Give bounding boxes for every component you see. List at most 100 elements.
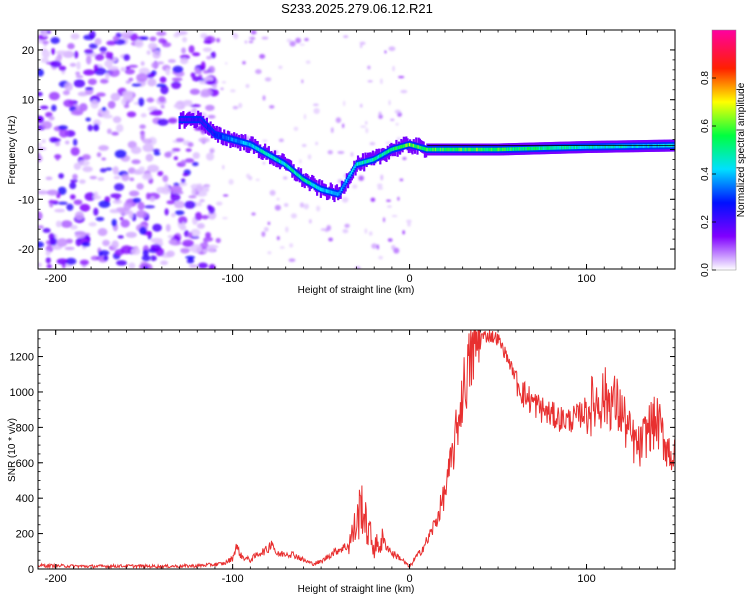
- heatmap-noise-cell: [250, 30, 257, 35]
- heatmap-ridge-cell: [290, 167, 293, 171]
- heatmap-ridge-cell: [353, 166, 356, 171]
- heatmap-noise-cell: [153, 151, 161, 156]
- heatmap-noise-cell: [288, 258, 296, 263]
- heatmap-ridge-cell: [323, 188, 326, 193]
- heatmap-ridge-cell: [597, 145, 600, 149]
- heatmap-ridge-cell: [288, 166, 291, 170]
- heatmap-noise-cell: [48, 91, 60, 101]
- heatmap-noise-cell: [151, 61, 160, 69]
- heatmap-noise-cell: [369, 231, 373, 236]
- heatmap-ridge-cell: [313, 183, 316, 188]
- heatmap-noise-cell: [269, 190, 276, 196]
- heatmap-ridge-cell: [327, 189, 330, 194]
- heatmap-noise-cell: [215, 237, 221, 244]
- heatmap-noise-cell: [207, 114, 216, 119]
- heatmap-noise-cell: [48, 200, 59, 204]
- heatmap-ridge-cell: [400, 145, 403, 149]
- heatmap-ridge-cell: [340, 187, 344, 192]
- heatmap-ridge-cell: [592, 145, 595, 149]
- heatmap-noise-cell: [304, 37, 309, 42]
- heatmap-noise-cell: [350, 152, 354, 157]
- heatmap-ridge-cell: [560, 145, 563, 150]
- heatmap-ridge-cell: [257, 147, 261, 152]
- heatmap-noise-cell: [178, 216, 188, 225]
- heatmap-ridge-cell: [356, 162, 360, 166]
- heatmap-noise-cell: [117, 235, 124, 239]
- heatmap-noise-cell: [69, 62, 77, 67]
- heatmap-ridge-cell: [520, 147, 523, 151]
- heatmap-noise-cell: [101, 157, 107, 161]
- heatmap-noise-cell: [149, 36, 157, 42]
- heatmap-noise-cell: [165, 223, 171, 232]
- heatmap-noise-cell: [204, 185, 210, 193]
- heatmap-noise-cell: [182, 239, 194, 248]
- y-tick-label: 10: [22, 95, 34, 107]
- heatmap-ridge-cell: [408, 142, 412, 147]
- heatmap-ridge-cell: [402, 144, 405, 148]
- heatmap-ridge-cell: [220, 134, 223, 139]
- heatmap-noise-cell: [141, 254, 151, 262]
- heatmap-ridge-cell: [354, 164, 357, 169]
- heatmap-noise-cell: [131, 159, 141, 165]
- heatmap-noise-cell: [140, 113, 147, 118]
- heatmap-ridge-cell: [375, 156, 378, 160]
- heatmap-noise-cell: [283, 176, 288, 180]
- heatmap-ridge-cell: [621, 144, 625, 149]
- heatmap-ridge-cell: [420, 145, 423, 150]
- heatmap-noise-cell: [208, 65, 216, 74]
- y-tick-label: 400: [16, 493, 34, 505]
- heatmap-ridge-cell: [413, 144, 417, 148]
- heatmap-ridge-cell: [306, 179, 309, 184]
- heatmap-ridge-cell: [541, 146, 544, 151]
- heatmap-ridge-cell: [504, 147, 507, 152]
- heatmap-noise-cell: [232, 105, 239, 110]
- heatmap-noise-cell: [276, 197, 280, 201]
- heatmap-ridge-cell: [385, 150, 388, 155]
- heatmap-noise-cell: [341, 196, 349, 203]
- colorbar-tick-label: 0.2: [700, 215, 711, 229]
- heatmap-noise-cell: [360, 44, 363, 49]
- heatmap-noise-cell: [41, 139, 46, 144]
- heatmap-noise-cell: [246, 173, 251, 179]
- heatmap-noise-cell: [299, 43, 305, 46]
- heatmap-ridge-cell: [197, 117, 200, 122]
- heatmap-noise-cell: [77, 91, 89, 97]
- heatmap-ridge-cell: [614, 144, 617, 149]
- heatmap-ridge-cell: [199, 117, 202, 122]
- heatmap-noise-cell: [164, 208, 169, 216]
- heatmap-noise-cell: [159, 76, 167, 83]
- heatmap-ridge-cell: [552, 146, 555, 150]
- heatmap-ridge-cell: [577, 145, 580, 150]
- heatmap-noise-cell: [164, 182, 169, 192]
- y-tick-label: 1000: [10, 387, 34, 399]
- heatmap-noise-cell: [301, 79, 304, 84]
- heatmap-noise-cell: [121, 173, 130, 182]
- heatmap-noise-cell: [102, 239, 110, 247]
- heatmap-ridge-cell: [328, 189, 331, 194]
- heatmap-ridge-cell: [244, 141, 247, 145]
- y-tick-label: 200: [16, 529, 34, 541]
- heatmap-ridge-cell: [403, 144, 407, 148]
- colorbar: 0.0 0.2 0.4 0.6 0.8 Normalized spectral ampl…: [700, 29, 747, 277]
- heatmap-ridge-cell: [456, 147, 459, 152]
- heatmap-noise-cell: [197, 262, 208, 269]
- heatmap-noise-cell: [97, 177, 105, 181]
- heatmap-noise-cell: [50, 60, 62, 68]
- heatmap-noise-cell: [45, 257, 51, 264]
- heatmap-ridge-cell: [644, 144, 647, 148]
- heatmap-noise-cell: [74, 231, 86, 239]
- heatmap-ridge-cell: [615, 144, 618, 149]
- heatmap-y-axis-label: Frequency (Hz): [7, 116, 18, 185]
- heatmap-ridge-cell: [628, 144, 631, 149]
- heatmap-ridge-cell: [462, 147, 465, 152]
- heatmap-ridge-cell: [468, 147, 471, 152]
- heatmap-ridge-cell: [512, 147, 516, 151]
- heatmap-noise-cell: [144, 205, 156, 209]
- heatmap-noise-cell: [388, 46, 396, 52]
- heatmap-ridge-cell: [572, 145, 575, 150]
- heatmap-noise-cell: [206, 244, 216, 253]
- heatmap-noise-cell: [104, 59, 113, 68]
- heatmap-noise-cell: [69, 194, 76, 200]
- heatmap-noise-cell: [124, 68, 135, 75]
